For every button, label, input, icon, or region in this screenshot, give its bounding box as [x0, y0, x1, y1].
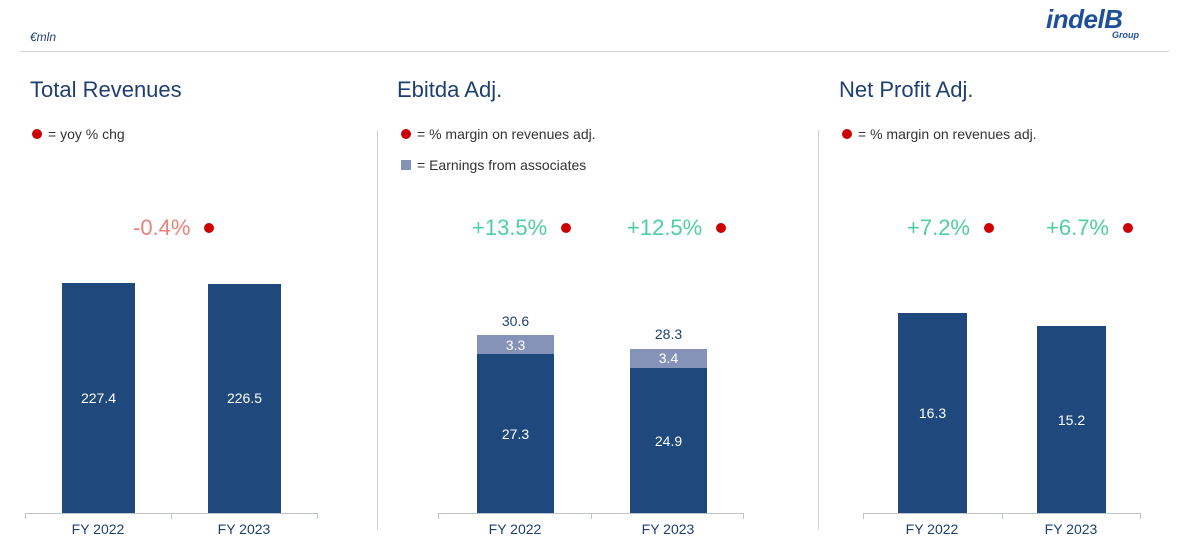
margin-pct-label: +7.2% [907, 215, 994, 241]
total-label: 28.3 [654, 326, 683, 342]
pct-value: +7.2% [907, 215, 970, 240]
company-logo: indelB Group [1046, 4, 1166, 44]
logo-subtitle: Group [1112, 30, 1139, 40]
red-dot-icon [204, 223, 215, 233]
x-axis-tick [317, 513, 318, 519]
panel-title-revenues: Total Revenues [30, 77, 182, 102]
red-dot-icon [1123, 223, 1133, 233]
legend-text: = yoy % chg [48, 126, 125, 142]
data-label: 24.9 [654, 433, 683, 449]
unit-label: €mln [30, 30, 57, 44]
panel-separator [818, 130, 819, 530]
legend-item: = % margin on revenues adj. [401, 126, 596, 142]
legend-text: = % margin on revenues adj. [417, 126, 596, 142]
data-label: 226.5 [226, 390, 263, 406]
bar-associates-fy2022 [477, 335, 554, 354]
logo-wordmark: indelB [1046, 4, 1123, 34]
x-tick-label: FY 2022 [71, 521, 125, 537]
x-tick-label: FY 2022 [905, 521, 959, 537]
margin-pct-label: +12.5% [627, 215, 727, 241]
associates-square-icon [401, 160, 411, 170]
red-dot-icon [716, 223, 727, 233]
data-label: 227.4 [80, 390, 117, 406]
red-dot-icon [401, 129, 411, 139]
x-axis-tick [743, 513, 744, 519]
x-tick-label: FY 2022 [488, 521, 542, 537]
data-label: 27.3 [501, 426, 530, 442]
yoy-pct-label: -0.4% [133, 215, 215, 241]
x-tick-label: FY 2023 [217, 521, 271, 537]
red-dot-icon [561, 223, 572, 233]
x-tick-label: FY 2023 [641, 521, 695, 537]
data-label: 16.3 [918, 405, 947, 421]
red-dot-icon [842, 129, 852, 139]
bar-associates-fy2023 [630, 349, 707, 368]
x-axis-tick [25, 513, 26, 519]
legend-text: = Earnings from associates [417, 157, 587, 173]
data-label: 15.2 [1057, 412, 1086, 428]
pct-value: +6.7% [1046, 215, 1109, 240]
total-label: 30.6 [501, 313, 530, 329]
red-dot-icon [984, 223, 994, 233]
header-divider [20, 51, 1169, 52]
pct-value: -0.4% [133, 215, 191, 240]
pct-value: +12.5% [627, 215, 703, 240]
x-axis-tick [438, 513, 439, 519]
data-label: 3.3 [505, 337, 526, 353]
legend-item: = Earnings from associates [401, 157, 586, 173]
margin-pct-label: +13.5% [472, 215, 572, 241]
x-tick-label: FY 2023 [1044, 521, 1098, 537]
legend-text: = % margin on revenues adj. [858, 126, 1037, 142]
bar-revenues-fy2023 [208, 284, 281, 513]
panel-separator [377, 130, 378, 530]
legend-item: = yoy % chg [32, 126, 125, 142]
x-axis-tick [591, 513, 592, 519]
x-axis-tick [171, 513, 172, 519]
x-axis-tick [1140, 513, 1141, 519]
red-dot-icon [32, 129, 42, 139]
panel-title-net-profit: Net Profit Adj. [839, 77, 974, 102]
panel-title-ebitda: Ebitda Adj. [397, 77, 503, 102]
bar-net-profit-fy2023 [1037, 326, 1106, 513]
bar-ebitda-fy2023 [630, 368, 707, 513]
data-label: 3.4 [658, 350, 679, 366]
margin-pct-label: +6.7% [1046, 215, 1133, 241]
pct-value: +13.5% [472, 215, 548, 240]
x-axis-tick [1002, 513, 1003, 519]
bar-net-profit-fy2022 [898, 313, 967, 513]
x-axis-tick [863, 513, 864, 519]
bar-ebitda-fy2022 [477, 354, 554, 513]
legend-item: = % margin on revenues adj. [842, 126, 1037, 142]
bar-revenues-fy2022 [62, 283, 135, 513]
